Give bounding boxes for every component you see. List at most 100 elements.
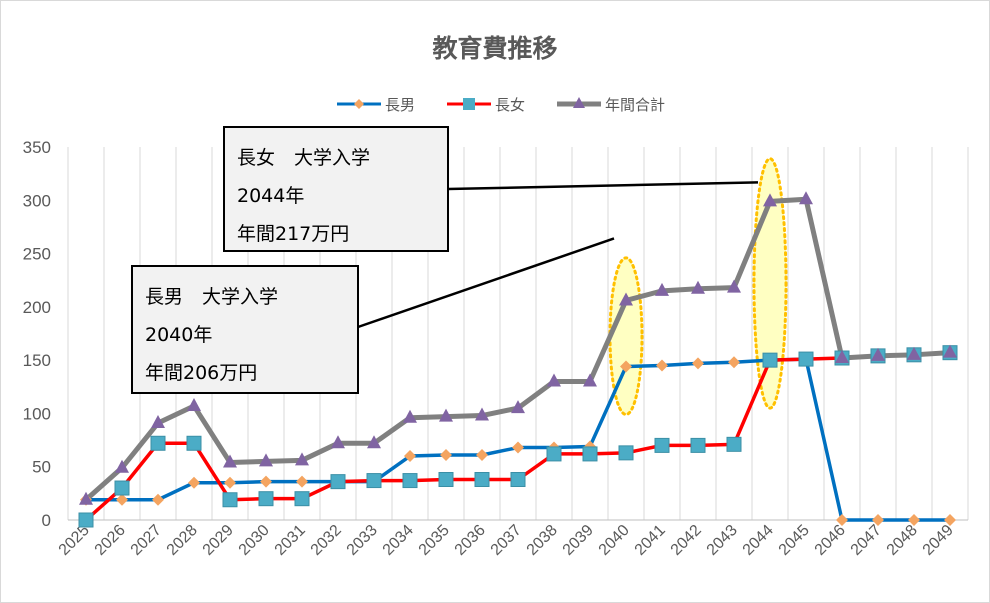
point-長男-2028 <box>188 476 200 489</box>
point-長男-2037 <box>512 441 524 454</box>
point-長男-2042 <box>692 357 704 370</box>
callout-2040-line3: 年間206万円 <box>145 362 257 384</box>
point-長女-2038 <box>546 446 562 462</box>
point-年間合計-2049 <box>943 344 957 358</box>
point-長女-2037 <box>510 472 526 488</box>
x-tick-label: 2031 <box>272 522 309 559</box>
callout-2044-line1: 長女 大学入学 <box>237 147 370 169</box>
x-tick-label: 2046 <box>812 522 849 559</box>
point-年間合計-2040 <box>619 292 633 306</box>
point-長女-2033 <box>366 473 382 489</box>
x-tick-label: 2038 <box>524 522 561 559</box>
x-tick-label: 2028 <box>164 522 201 559</box>
legend-entry-長女: 長女 <box>447 96 525 114</box>
x-tick-label: 2027 <box>128 522 165 559</box>
legend-entry-年間合計: 年間合計 <box>557 96 665 114</box>
point-長女-2034 <box>402 473 418 489</box>
x-tick-labels: 2025202620272028202920302031203220332034… <box>56 522 957 559</box>
legend-label: 長女 <box>495 96 525 114</box>
point-長男-2049 <box>944 514 956 526</box>
point-長男-2040 <box>620 360 632 373</box>
x-tick-label: 2049 <box>920 522 957 559</box>
point-年間合計-2037 <box>511 400 525 414</box>
point-長女-2041 <box>654 437 670 453</box>
point-長女-2043 <box>726 436 742 452</box>
callout-2044-line2: 2044年 <box>237 185 304 207</box>
y-tick-label: 300 <box>23 191 51 210</box>
point-年間合計-2039 <box>583 373 597 387</box>
point-長女-2032 <box>330 474 346 490</box>
callout-leader-2044 <box>447 181 759 191</box>
point-長男-2031 <box>296 475 308 488</box>
x-tick-label: 2042 <box>668 522 705 559</box>
point-年間合計-2027 <box>151 415 165 429</box>
point-長女-2042 <box>690 437 706 453</box>
point-長女-2027 <box>150 435 166 451</box>
y-tick-label: 350 <box>23 138 51 157</box>
legend-label: 年間合計 <box>605 96 665 114</box>
y-tick-label: 200 <box>23 298 51 317</box>
point-年間合計-2034 <box>403 409 417 423</box>
legend-marker <box>573 97 585 108</box>
x-tick-label: 2036 <box>452 522 489 559</box>
point-年間合計-2044 <box>763 193 777 207</box>
legend-label: 長男 <box>385 96 415 114</box>
legend-marker <box>463 98 475 110</box>
point-長女-2026 <box>114 480 130 496</box>
point-年間合計-2026 <box>115 459 129 473</box>
x-tick-label: 2048 <box>884 522 921 559</box>
callouts: 長女 大学入学 2044年 年間217万円 長男 大学入学 2040年 年間20… <box>131 126 759 394</box>
point-年間合計-2043 <box>727 279 741 293</box>
point-長女-2030 <box>258 491 274 507</box>
x-tick-label: 2043 <box>704 522 741 559</box>
point-年間合計-2031 <box>295 452 309 466</box>
y-tick-labels: 0 50 100 150 200 250 300 350 <box>23 138 51 530</box>
y-tick-label: 250 <box>23 245 51 264</box>
callout-box-2044: 長女 大学入学 2044年 年間217万円 <box>223 126 449 252</box>
point-年間合計-2036 <box>475 407 489 421</box>
point-年間合計-2032 <box>331 435 345 449</box>
x-tick-label: 2041 <box>632 522 669 559</box>
x-tick-label: 2045 <box>776 522 813 559</box>
point-年間合計-2035 <box>439 408 453 422</box>
point-長女-2045 <box>798 351 814 367</box>
point-年間合計-2029 <box>223 454 237 468</box>
point-長男-2046 <box>836 514 848 526</box>
point-長女-2035 <box>438 472 454 488</box>
legend-entry-長男: 長男 <box>337 96 415 114</box>
point-長男-2036 <box>476 448 488 461</box>
x-tick-label: 2035 <box>416 522 453 559</box>
point-長男-2027 <box>152 493 164 506</box>
x-tick-label: 2037 <box>488 522 525 559</box>
x-tick-label: 2040 <box>596 522 633 559</box>
point-長男-2026 <box>116 493 128 506</box>
point-長男-2029 <box>224 476 236 489</box>
point-長男-2035 <box>440 448 452 461</box>
callout-2040-line2: 2040年 <box>145 324 212 346</box>
x-tick-label: 2039 <box>560 522 597 559</box>
point-長女-2040 <box>618 445 634 461</box>
point-長女-2044 <box>762 352 778 368</box>
x-tick-label: 2032 <box>308 522 345 559</box>
x-tick-label: 2033 <box>344 522 381 559</box>
point-長男-2048 <box>908 514 920 526</box>
y-tick-label: 0 <box>42 511 51 530</box>
point-長女-2031 <box>294 491 310 507</box>
point-年間合計-2033 <box>367 435 381 449</box>
callout-box-2040: 長男 大学入学 2040年 年間206万円 <box>131 265 359 394</box>
callout-leader-2040 <box>357 237 615 329</box>
point-長男-2034 <box>404 450 416 463</box>
point-長女-2036 <box>474 472 490 488</box>
y-tick-label: 100 <box>23 404 51 423</box>
x-tick-label: 2044 <box>740 522 777 559</box>
y-tick-label: 50 <box>32 458 51 477</box>
point-年間合計-2046 <box>835 350 849 364</box>
callout-2044-line3: 年間217万円 <box>237 223 349 245</box>
callout-2040-line1: 長男 大学入学 <box>145 286 278 308</box>
point-年間合計-2048 <box>907 346 921 360</box>
point-年間合計-2028 <box>187 397 201 411</box>
point-年間合計-2047 <box>871 347 885 361</box>
point-長女-2029 <box>222 492 238 508</box>
